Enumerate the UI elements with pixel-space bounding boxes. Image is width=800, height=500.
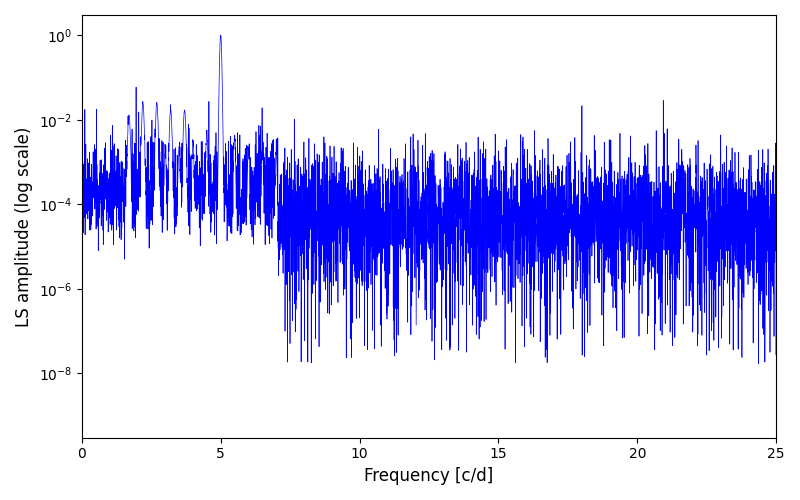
X-axis label: Frequency [c/d]: Frequency [c/d] — [364, 467, 494, 485]
Y-axis label: LS amplitude (log scale): LS amplitude (log scale) — [15, 126, 33, 326]
